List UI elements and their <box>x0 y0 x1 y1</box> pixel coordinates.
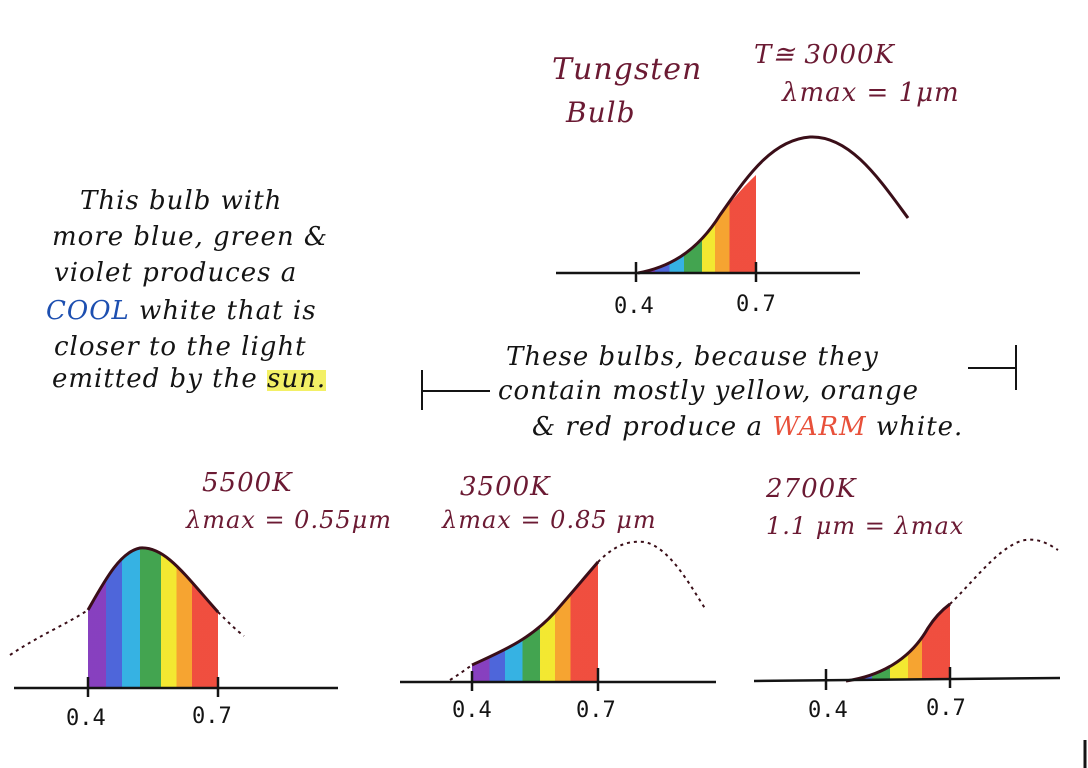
warm-note-line3: & red produce a WARM white. <box>532 412 963 442</box>
warm-word: WARM <box>772 412 867 442</box>
bulb-3500k-dashed-tail-right <box>597 540 707 611</box>
cool-note-line1: This bulb with <box>80 186 283 216</box>
bulb-2700k-visible-fill <box>850 604 950 680</box>
bulb-3500k-temperature: 3500K <box>460 472 551 502</box>
sun-word: sun. <box>267 364 327 394</box>
warm-note-line3-post: white. <box>866 412 964 442</box>
cool-note-line4-rest: white that is <box>129 296 317 326</box>
tungsten-temperature: T≅ 3000K <box>754 40 895 70</box>
bulb-5500k-visible-fill <box>88 547 218 688</box>
bulb-3500k-tick-label-right: 0.7 <box>576 698 616 723</box>
bulb-2700k-curve <box>845 602 951 683</box>
bulb-5500k-tick-label-right: 0.7 <box>192 704 232 729</box>
cool-note-line5: closer to the light <box>54 332 307 362</box>
tungsten-curve <box>637 135 910 275</box>
warm-note-line1: These bulbs, because they <box>506 342 879 372</box>
cool-word: COOL <box>46 296 130 326</box>
bulb-3500k-visible-fill <box>472 562 598 682</box>
bulb-3500k-lambda-max: λmax = 0.85 μm <box>442 506 657 534</box>
cool-note-line6: emitted by the sun. <box>52 364 327 394</box>
bulb-2700k-tick-label-right: 0.7 <box>926 696 966 721</box>
tungsten-title-line1: Tungsten <box>552 52 703 87</box>
tungsten-lambda-max: λmax = 1μm <box>782 78 960 108</box>
bulb-5500k-temperature: 5500K <box>202 468 293 498</box>
tungsten-tick-label-left: 0.4 <box>614 294 654 319</box>
bulb-2700k-lambda-max: 1.1 μm = λmax <box>766 512 965 540</box>
bulb-5500k-plot <box>9 546 338 697</box>
bulb-3500k-plot <box>400 540 716 691</box>
bulb-5500k-curve <box>86 546 220 613</box>
tungsten-spectrum-plot <box>556 135 910 282</box>
bulb-3500k-dashed-tail-left <box>449 664 473 681</box>
cool-note-line3: violet produces a <box>54 258 298 288</box>
bulb-5500k-tick-label-left: 0.4 <box>66 706 106 731</box>
bulb-2700k-tick-label-left: 0.4 <box>808 698 848 723</box>
bulb-3500k-curve <box>471 561 600 667</box>
tungsten-tick-label-right: 0.7 <box>736 292 776 317</box>
bulb-5500k-dashed-tail-left <box>9 609 89 656</box>
warm-note-line2: contain mostly yellow, orange <box>498 376 920 406</box>
bulb-2700k-plot <box>753 538 1061 690</box>
bulb-2700k-temperature: 2700K <box>766 474 857 504</box>
warm-note-bracket <box>421 345 1017 410</box>
warm-note-line3-pre: & red produce a <box>532 412 773 442</box>
bulb-3500k-tick-label-left: 0.4 <box>452 698 492 723</box>
cool-note-line4: COOL white that is <box>46 296 317 326</box>
bulb-2700k-axis <box>753 676 1061 683</box>
tungsten-visible-fill <box>636 175 756 273</box>
bulb-5500k-lambda-max: λmax = 0.55μm <box>186 506 392 534</box>
bulb-2700k-dashed-tail-right <box>949 538 1059 605</box>
cool-note-line2: more blue, green & <box>52 222 329 252</box>
tungsten-title-line2: Bulb <box>566 96 636 129</box>
cool-note-line6-pre: emitted by the <box>52 364 267 394</box>
bulb-5500k-dashed-tail-right <box>217 611 245 637</box>
